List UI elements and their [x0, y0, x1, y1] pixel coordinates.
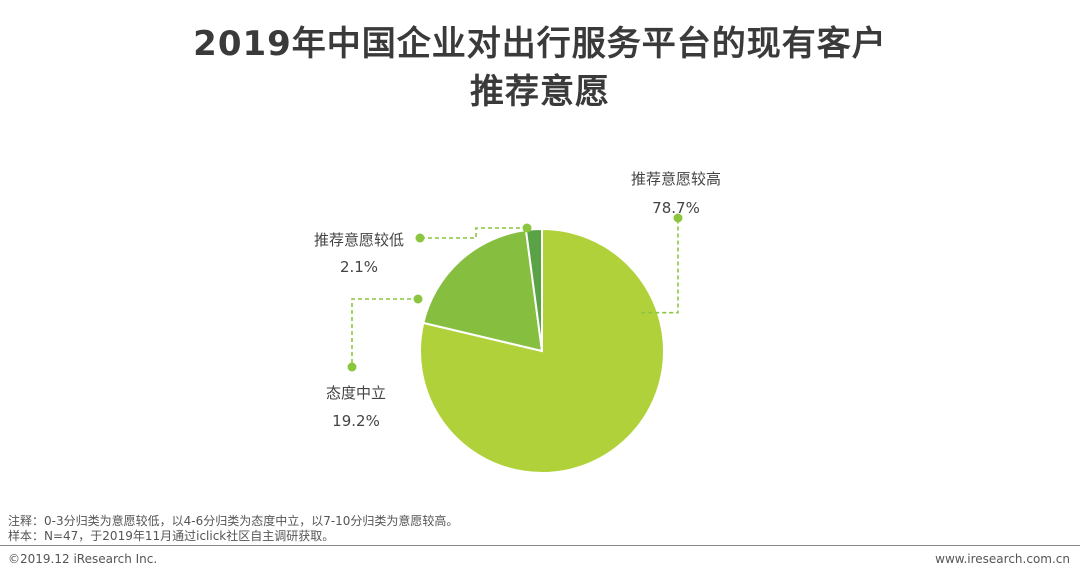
slice-label-2: 推荐意愿较低 [314, 231, 404, 249]
footer-divider [0, 545, 1080, 546]
slice-value-label-2: 2.1% [340, 258, 378, 276]
slice-value-label-0: 78.7% [652, 199, 700, 217]
leader-dot-1 [413, 294, 423, 304]
slice-value-label-1: 19.2% [332, 412, 380, 430]
note-definition: 注释：0-3分归类为意愿较低，以4-6分归类为态度中立，以7-10分归类为意愿较… [8, 514, 459, 528]
footer-copyright: ©2019.12 iResearch Inc. [8, 552, 158, 566]
leader-line-1 [351, 298, 418, 367]
footer-website: www.iresearch.com.cn [935, 552, 1070, 566]
slice-label-0: 推荐意愿较高 [631, 170, 721, 188]
leader-dot-end-1 [347, 362, 357, 372]
note-sample: 样本：N=47，于2019年11月通过iclick社区自主调研获取。 [8, 529, 335, 543]
chart-title-line2: 推荐意愿 [470, 72, 610, 112]
leader-line-0 [641, 218, 679, 314]
leader-dot-0 [673, 213, 683, 223]
pie-slice-1 [422, 228, 544, 353]
chart-title-line1: 2019年中国企业对出行服务平台的现有客户 [193, 24, 887, 64]
leader-dot-2 [522, 223, 532, 233]
slice-label-1: 态度中立 [326, 384, 386, 402]
leader-dot-end-2 [415, 233, 425, 243]
leader-line-2 [420, 227, 527, 239]
